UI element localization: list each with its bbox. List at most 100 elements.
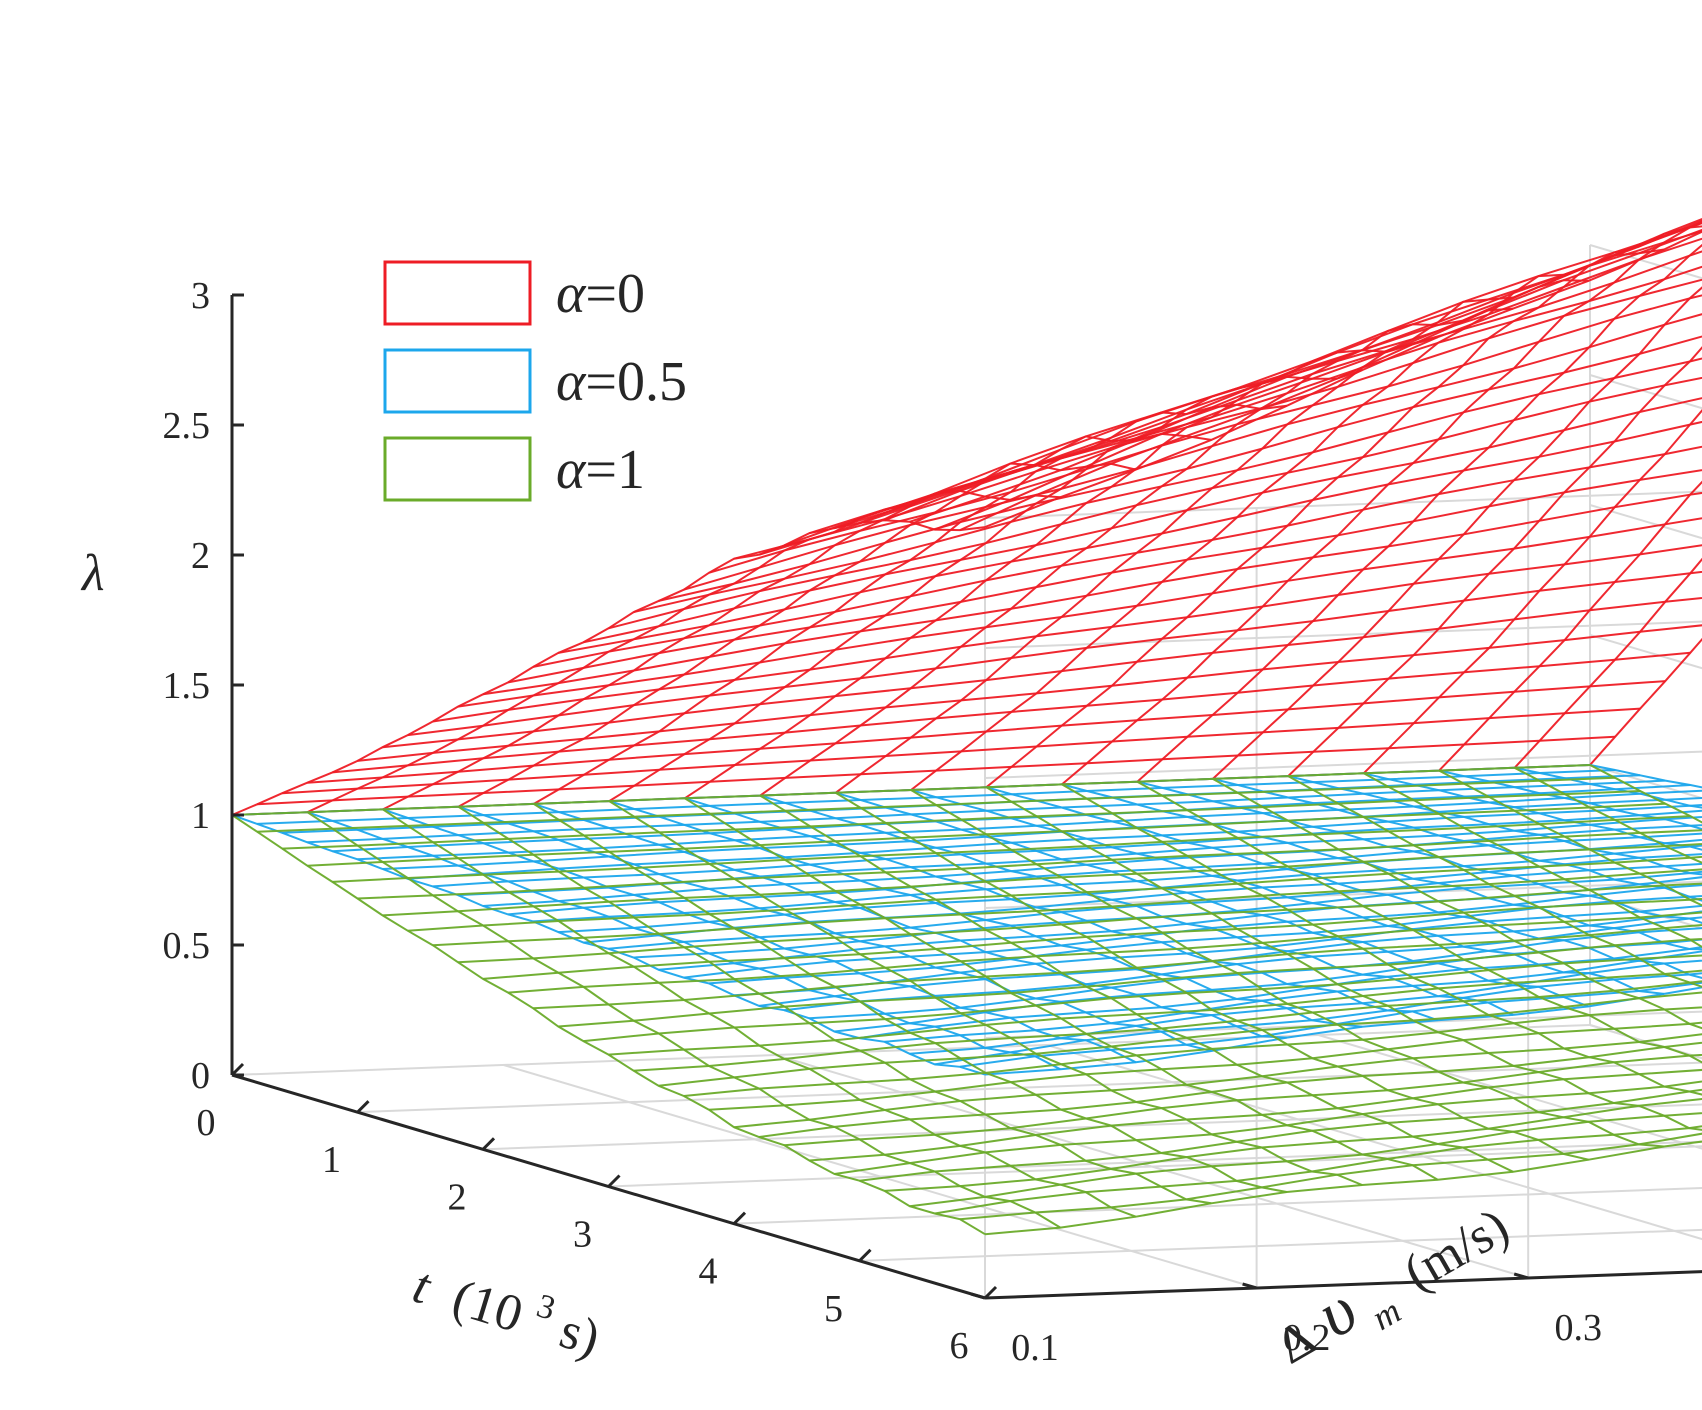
grid-line	[1046, 1044, 1702, 1241]
x-axis-unit-tail: s)	[554, 1302, 607, 1367]
grid-line	[774, 1054, 1529, 1279]
grid-line	[1589, 374, 1702, 410]
mesh-line	[382, 808, 1137, 1218]
mesh-line	[1137, 780, 1702, 924]
grid-line	[984, 490, 1702, 519]
x-tick	[356, 1100, 370, 1114]
mesh-line	[583, 397, 1702, 644]
axis-layer	[230, 293, 1702, 1300]
x-tick	[983, 1285, 998, 1300]
mesh-line	[457, 805, 1212, 1205]
x-tick-label: 2	[448, 1176, 467, 1218]
mesh-line	[909, 1112, 1702, 1208]
mesh-line	[1212, 777, 1702, 902]
surface-0	[231, 218, 1702, 816]
mesh-line	[457, 805, 1212, 1052]
z-tick-label: 0.5	[163, 925, 211, 967]
mesh-line	[382, 808, 1137, 1064]
y-tick-label: 0.1	[1011, 1327, 1059, 1369]
grid-line	[482, 1103, 1702, 1151]
mesh-line	[231, 519, 986, 816]
x-axis-unit-sup: 3	[532, 1287, 559, 1327]
x-tick	[607, 1174, 621, 1188]
x-axis-unit: (10	[446, 1269, 529, 1344]
mesh-line	[1287, 346, 1702, 777]
mesh-line	[684, 797, 1439, 1022]
z-tick-label: 0	[191, 1055, 210, 1097]
mesh-line	[1287, 775, 1702, 876]
y-tick	[1242, 1282, 1258, 1290]
mesh-line	[1362, 409, 1702, 775]
x-tick	[732, 1211, 747, 1225]
mesh-line	[533, 802, 1287, 1039]
legend-label-2: α=1	[556, 439, 645, 501]
z-tick-label: 2.5	[163, 405, 211, 447]
mesh-line	[608, 800, 1363, 1186]
legend-swatch-0	[383, 260, 532, 326]
legend-swatch-1	[383, 348, 532, 414]
grid-line	[231, 1024, 1591, 1076]
grid-line	[1318, 1034, 1702, 1150]
mesh-line	[1363, 772, 1702, 851]
mesh-line	[608, 800, 1363, 1028]
legend-swatch-2	[383, 436, 532, 502]
x-tick-label: 4	[699, 1251, 718, 1293]
mesh-line	[382, 462, 1137, 811]
mesh-line	[608, 369, 1363, 802]
mesh-line	[432, 544, 1702, 723]
x-tick-label: 6	[950, 1325, 969, 1367]
y-tick-label: 0.3	[1554, 1307, 1602, 1349]
x-axis-label: t (10 3 s)	[406, 1257, 607, 1367]
mesh-line	[783, 250, 1702, 547]
x-tick	[230, 1062, 245, 1077]
y-tick	[970, 1292, 986, 1300]
mesh-line	[1589, 637, 1702, 766]
mesh-line	[835, 791, 1589, 1161]
grid-line	[503, 1064, 1257, 1289]
grid-line	[859, 1228, 1702, 1262]
x-axis-var: t	[406, 1257, 438, 1316]
mesh-line	[1438, 480, 1702, 772]
x-tick-label: 3	[573, 1214, 592, 1256]
surface-layer	[231, 218, 1702, 1236]
mesh-line	[759, 307, 1514, 797]
mesh-line	[835, 279, 1589, 794]
mesh-line	[909, 218, 1702, 523]
mesh-line	[558, 844, 1702, 934]
y-tick-label: 0.2	[1283, 1317, 1331, 1359]
mesh-line	[1136, 243, 1702, 783]
mesh-line	[1061, 220, 1702, 786]
z-axis-label: λ	[80, 545, 105, 602]
mesh-line	[910, 248, 1665, 791]
mesh-line	[1061, 783, 1702, 951]
mesh-line	[1514, 766, 1702, 809]
y-axis-line	[984, 1270, 1702, 1300]
x-tick-label: 0	[197, 1102, 216, 1144]
mesh-line	[457, 432, 1212, 808]
surface-2	[231, 764, 1702, 1236]
z-tick-label: 1	[191, 795, 210, 837]
legend-label-1: α=0.5	[556, 351, 687, 413]
mesh-line	[1212, 778, 1702, 1030]
mesh-line	[533, 803, 1287, 1193]
grid-line	[733, 1187, 1702, 1225]
grid-line	[357, 1061, 1702, 1114]
z-tick-label: 2	[191, 535, 210, 577]
mesh-line	[1287, 775, 1702, 988]
y-axis-sub: m	[1365, 1290, 1408, 1338]
mesh-line	[910, 789, 1665, 1148]
mesh-line	[1438, 769, 1702, 831]
mesh-line	[759, 794, 1514, 1016]
z-tick-label: 3	[191, 275, 210, 317]
grid-line	[1589, 504, 1702, 540]
mesh-line	[759, 794, 1514, 1173]
mesh-line	[1363, 772, 1702, 949]
mesh-line	[482, 491, 1702, 696]
y-tick	[1513, 1272, 1529, 1280]
mesh-line	[1438, 769, 1702, 907]
mesh-line	[533, 403, 1287, 805]
y-axis-unit: (m/s)	[1395, 1198, 1519, 1302]
x-tick	[858, 1248, 872, 1262]
mesh-line	[910, 789, 1665, 995]
